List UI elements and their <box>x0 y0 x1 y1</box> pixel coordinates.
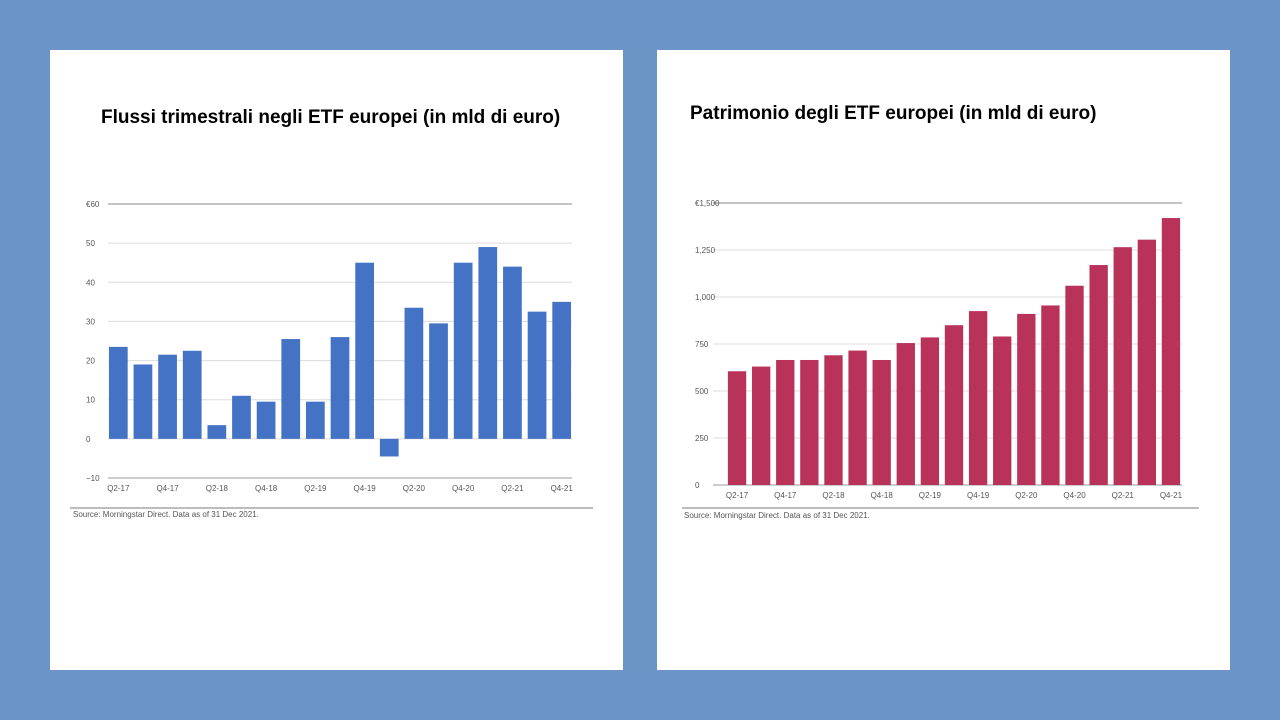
x-tick-label: Q4-21 <box>1160 491 1183 500</box>
bar-Q4-21 <box>552 301 572 439</box>
bar-Q1-18 <box>800 359 819 485</box>
x-tick-label: Q2-18 <box>206 484 229 493</box>
aum-chart-panel: Patrimonio degli ETF europei (in mld di … <box>657 50 1230 670</box>
x-tick-label: Q4-17 <box>156 484 179 493</box>
bar-Q1-18 <box>182 350 202 439</box>
x-tick-label: Q2-20 <box>403 484 426 493</box>
bar-Q3-19 <box>330 337 350 439</box>
flows-chart-panel: Flussi trimestrali negli ETF europei (in… <box>50 50 623 670</box>
bar-Q4-21 <box>1161 218 1181 486</box>
x-tick-label: Q2-17 <box>107 484 130 493</box>
x-tick-label: Q4-19 <box>967 491 990 500</box>
bar-Q3-18 <box>848 350 867 485</box>
bar-Q3-21 <box>527 311 547 439</box>
bar-Q2-20 <box>404 307 424 439</box>
bar-Q2-18 <box>207 425 227 439</box>
bar-Q2-21 <box>503 266 522 439</box>
y-tick-label: 750 <box>695 340 709 349</box>
y-tick-label: 0 <box>695 481 700 490</box>
flows-chart-source: Source: Morningstar Direct. Data as of 3… <box>73 510 259 519</box>
y-tick-label: 40 <box>86 278 95 287</box>
bar-Q4-18 <box>256 401 276 439</box>
bar-Q3-17 <box>751 366 771 485</box>
y-tick-label: 1,250 <box>695 246 716 255</box>
x-tick-label: Q4-19 <box>354 484 377 493</box>
bar-Q2-21 <box>1113 247 1132 485</box>
bar-Q2-17 <box>108 346 128 439</box>
y-tick-label: 0 <box>86 435 91 444</box>
flows-chart: −10 0 10 20 30 40 50 €60 Q2-17 Q4-17 Q2-18 Q4-18 Q2-… <box>70 200 593 509</box>
bar-Q3-18 <box>232 395 251 439</box>
bar-Q2-19 <box>306 401 325 439</box>
bar-Q1-20 <box>379 438 399 457</box>
bar-Q4-19 <box>968 311 988 485</box>
x-tick-label: Q2-20 <box>1015 491 1038 500</box>
x-tick-label: Q2-19 <box>304 484 327 493</box>
y-tick-label: 10 <box>86 396 95 405</box>
bar-Q3-21 <box>1137 239 1157 485</box>
x-tick-label: Q4-20 <box>1063 491 1086 500</box>
bar-Q2-19 <box>920 337 940 485</box>
aum-chart-title: Patrimonio degli ETF europei (in mld di … <box>690 103 1097 124</box>
y-tick-label: −10 <box>86 474 100 483</box>
bar-Q2-18 <box>824 355 843 485</box>
aum-chart-source: Source: Morningstar Direct. Data as of 3… <box>684 511 870 520</box>
bar-Q4-17 <box>158 354 177 439</box>
bar-Q3-19 <box>944 325 964 485</box>
x-tick-label: Q4-18 <box>871 491 894 500</box>
bar-Q3-20 <box>429 323 448 439</box>
x-tick-label: Q2-21 <box>1112 491 1135 500</box>
y-tick-label: 30 <box>86 317 95 326</box>
y-tick-label: €1,500 <box>695 199 720 208</box>
bar-Q4-17 <box>776 359 795 485</box>
y-tick-label: €60 <box>86 200 100 209</box>
x-tick-label: Q4-17 <box>774 491 797 500</box>
x-tick-label: Q2-21 <box>501 484 524 493</box>
x-tick-label: Q4-18 <box>255 484 278 493</box>
bar-Q1-21 <box>478 247 498 439</box>
bar-Q1-21 <box>1089 265 1108 485</box>
bar-Q4-20 <box>453 262 473 439</box>
bar-Q4-18 <box>872 359 891 485</box>
flows-chart-title: Flussi trimestrali negli ETF europei (in… <box>101 107 561 128</box>
y-tick-label: 250 <box>695 434 709 443</box>
x-tick-label: Q4-20 <box>452 484 475 493</box>
x-tick-label: Q2-19 <box>919 491 942 500</box>
bar-Q1-19 <box>896 343 915 485</box>
x-tick-label: Q2-17 <box>726 491 749 500</box>
y-tick-label: 50 <box>86 239 95 248</box>
y-tick-label: 1,000 <box>695 293 716 302</box>
bar-Q3-17 <box>133 364 153 439</box>
bar-Q4-19 <box>355 262 374 439</box>
bar-Q1-20 <box>993 336 1012 485</box>
y-tick-label: 20 <box>86 357 95 366</box>
x-tick-label: Q2-18 <box>822 491 845 500</box>
aum-chart: 0 250 500 750 1,000 1,250 €1,500 Q2-17 Q4-17 Q2-1… <box>682 199 1199 509</box>
y-tick-label: 500 <box>695 387 709 396</box>
bar-Q2-20 <box>1017 313 1036 485</box>
bar-Q4-20 <box>1065 285 1084 485</box>
bar-Q1-19 <box>281 339 301 439</box>
x-tick-label: Q4-21 <box>551 484 574 493</box>
bar-Q3-20 <box>1041 305 1060 485</box>
bar-Q2-17 <box>727 371 747 485</box>
